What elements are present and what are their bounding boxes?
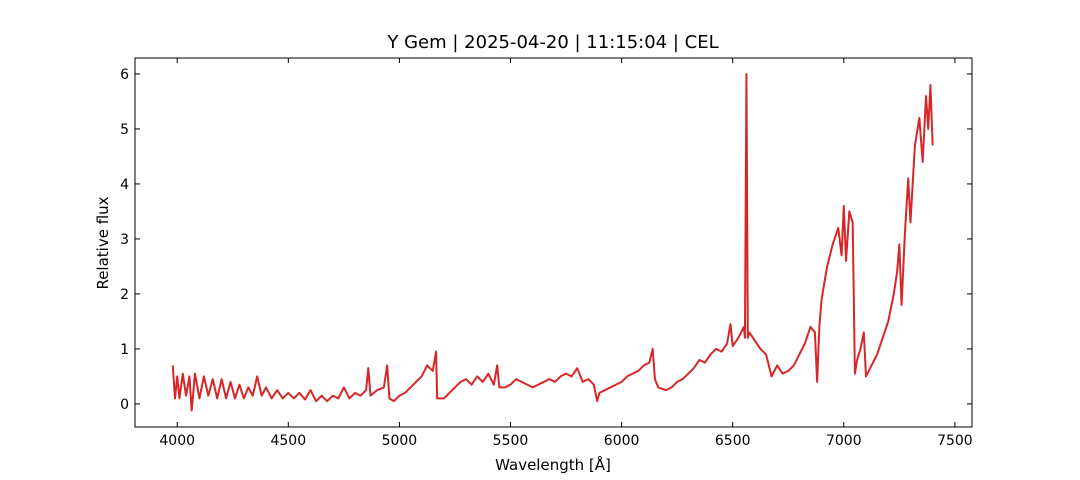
spectrum-line <box>171 72 934 412</box>
y-tick-label: 0 <box>120 397 129 413</box>
y-axis-label: Relative flux <box>94 196 112 289</box>
y-tick-label: 4 <box>120 177 129 193</box>
x-tick-label: 5500 <box>493 433 529 449</box>
y-tick-label: 5 <box>120 122 129 138</box>
x-tick-label: 6000 <box>604 433 640 449</box>
x-tick-label: 6500 <box>715 433 751 449</box>
y-tick-label: 3 <box>120 232 129 248</box>
y-tick-label: 1 <box>120 342 129 358</box>
plot-frame <box>134 57 973 428</box>
x-tick-label: 7000 <box>826 433 862 449</box>
x-tick-label: 4000 <box>159 433 195 449</box>
x-axis-label: Wavelength [Å] <box>495 455 611 474</box>
y-tick-label: 6 <box>120 67 129 83</box>
chart-title: Y Gem | 2025-04-20 | 11:15:04 | CEL <box>386 32 718 53</box>
x-tick-label: 7500 <box>937 433 973 449</box>
y-tick-label: 2 <box>120 287 129 303</box>
x-tick-label: 5000 <box>382 433 418 449</box>
x-tick-label: 4500 <box>270 433 306 449</box>
